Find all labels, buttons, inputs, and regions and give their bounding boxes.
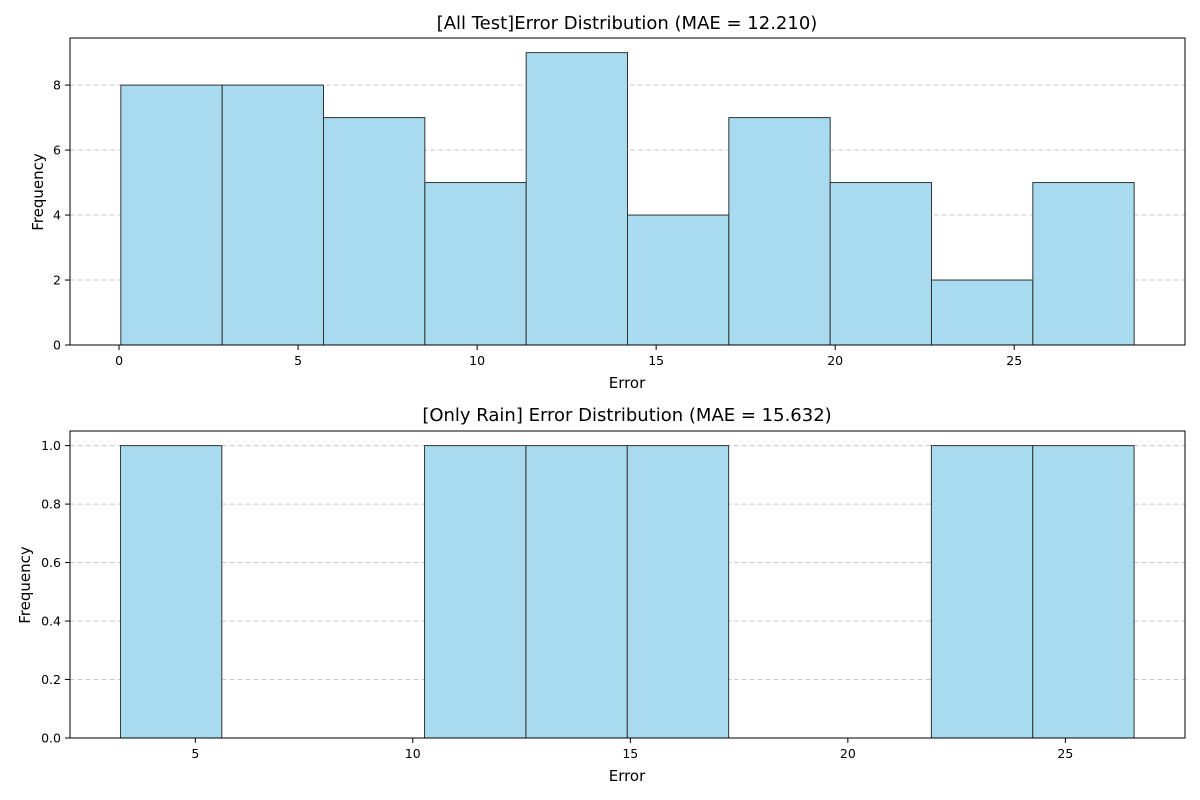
- y-tick-label: 0.6: [41, 555, 61, 570]
- histogram-bar: [1032, 445, 1135, 739]
- x-axis-label: Error: [609, 767, 646, 785]
- histogram-bar: [323, 117, 426, 346]
- histogram-bar: [525, 52, 628, 346]
- y-axis-label: Frequency: [29, 153, 47, 231]
- histogram-bar: [627, 214, 730, 346]
- histogram-bar: [930, 445, 1034, 739]
- x-tick-label: 25: [1006, 353, 1022, 368]
- chart-title: [Only Rain] Error Distribution (MAE = 15…: [422, 405, 831, 426]
- histogram-bar: [221, 84, 325, 346]
- histogram-bar: [424, 182, 527, 346]
- histogram-bar: [626, 445, 730, 739]
- y-tick-label: 0.8: [41, 497, 61, 512]
- histogram-bar: [525, 445, 628, 739]
- x-tick-label: 5: [294, 353, 302, 368]
- chart-title: [All Test]Error Distribution (MAE = 12.2…: [437, 13, 818, 34]
- only-rain-histogram-panel: [Only Rain] Error Distribution (MAE = 15…: [16, 405, 1186, 785]
- histogram-bar: [829, 182, 932, 346]
- histogram-bar: [120, 84, 223, 346]
- y-tick-label: 0: [53, 338, 61, 353]
- x-tick-label: 0: [115, 353, 123, 368]
- plot-area-frame: [69, 430, 1186, 739]
- histogram-bar: [728, 117, 831, 346]
- y-tick-label: 0.2: [41, 672, 61, 687]
- x-tick-label: 5: [191, 746, 199, 761]
- x-tick-label: 25: [1057, 746, 1073, 761]
- x-tick-label: 15: [648, 353, 664, 368]
- y-tick-label: 2: [53, 273, 61, 288]
- plot-area-frame: [69, 37, 1186, 346]
- x-tick-label: 10: [469, 353, 485, 368]
- y-tick-label: 8: [53, 78, 61, 93]
- y-tick-label: 6: [53, 143, 61, 158]
- y-tick-label: 0.0: [41, 731, 61, 746]
- histogram-bar: [424, 445, 527, 739]
- y-tick-label: 1.0: [41, 438, 61, 453]
- y-tick-label: 4: [53, 208, 61, 223]
- histogram-bar: [1032, 182, 1135, 346]
- x-tick-label: 20: [827, 353, 843, 368]
- x-tick-label: 10: [405, 746, 421, 761]
- histogram-bar: [119, 445, 223, 739]
- x-tick-label: 20: [840, 746, 856, 761]
- x-tick-label: 15: [622, 746, 638, 761]
- all-test-histogram-panel: [All Test]Error Distribution (MAE = 12.2…: [29, 13, 1186, 392]
- x-axis-label: Error: [609, 374, 646, 392]
- y-tick-label: 0.4: [41, 614, 61, 629]
- y-axis-label: Frequency: [16, 546, 34, 624]
- histogram-bar: [930, 279, 1034, 346]
